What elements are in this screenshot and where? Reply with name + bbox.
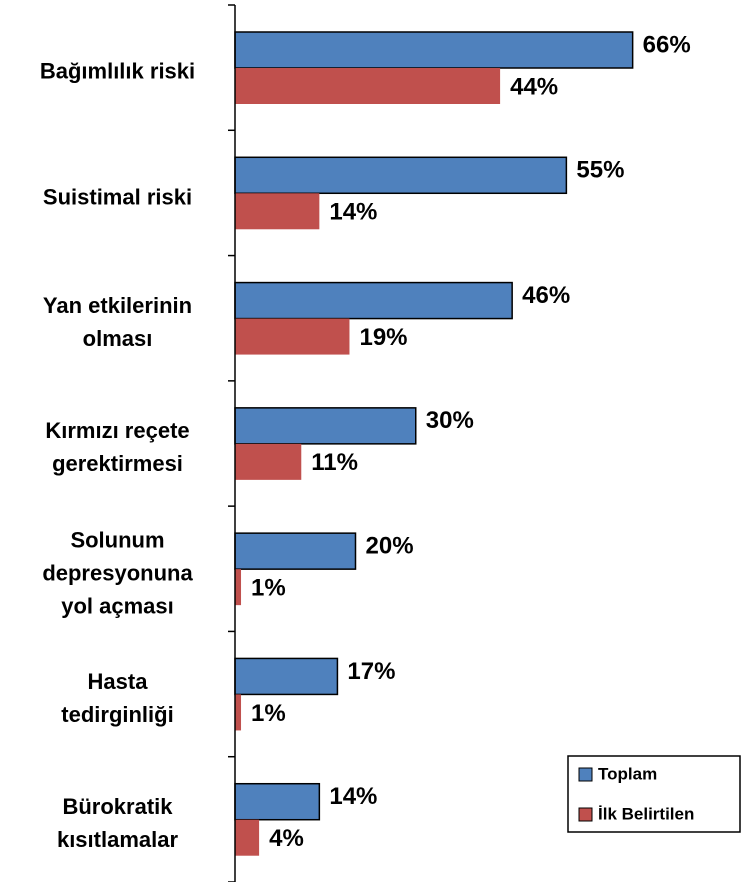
category-label: Suistimal riski <box>42 184 193 210</box>
bar <box>235 443 302 480</box>
bar <box>234 281 513 320</box>
category-label: Bürokratik kısıtlamalar <box>56 794 179 853</box>
bar <box>234 782 321 821</box>
legend-box <box>567 755 741 833</box>
value-label: 14% <box>329 199 377 226</box>
bar <box>235 193 320 230</box>
value-label: 46% <box>522 282 570 309</box>
legend: Toplam İlk Belirtilen <box>567 755 741 833</box>
bar <box>234 156 568 195</box>
bar <box>234 657 339 696</box>
value-label: 4% <box>269 825 304 852</box>
value-label: 44% <box>510 73 558 100</box>
legend-label: İlk Belirtilen <box>598 804 694 823</box>
category-label: Bağımlılık riski <box>39 58 196 84</box>
value-label: 17% <box>347 658 395 685</box>
bar <box>235 569 242 606</box>
value-label: 66% <box>643 31 691 58</box>
value-label: 1% <box>251 574 286 601</box>
category-label: Solunum depresyonuna yol açması <box>42 527 193 619</box>
value-label: 11% <box>311 449 358 476</box>
bar <box>234 532 357 570</box>
bar <box>235 68 501 104</box>
value-label: 20% <box>366 532 414 559</box>
bar <box>235 694 242 731</box>
value-label: 19% <box>359 324 407 351</box>
value-label: 30% <box>426 407 474 434</box>
category-label: Kırmızı reçete gerektirmesi <box>45 418 190 477</box>
legend-swatch <box>578 767 593 782</box>
bar <box>235 318 350 355</box>
value-label: 1% <box>251 700 286 727</box>
value-label: 14% <box>329 783 377 810</box>
category-label: Hasta tedirginliği <box>61 668 174 727</box>
bar <box>234 407 417 445</box>
legend-label: Toplam <box>598 764 657 783</box>
category-label: Yan etkilerinin olması <box>42 292 193 351</box>
bar <box>235 819 260 856</box>
bar <box>234 31 634 69</box>
value-label: 55% <box>576 157 624 184</box>
legend-swatch <box>578 807 593 822</box>
